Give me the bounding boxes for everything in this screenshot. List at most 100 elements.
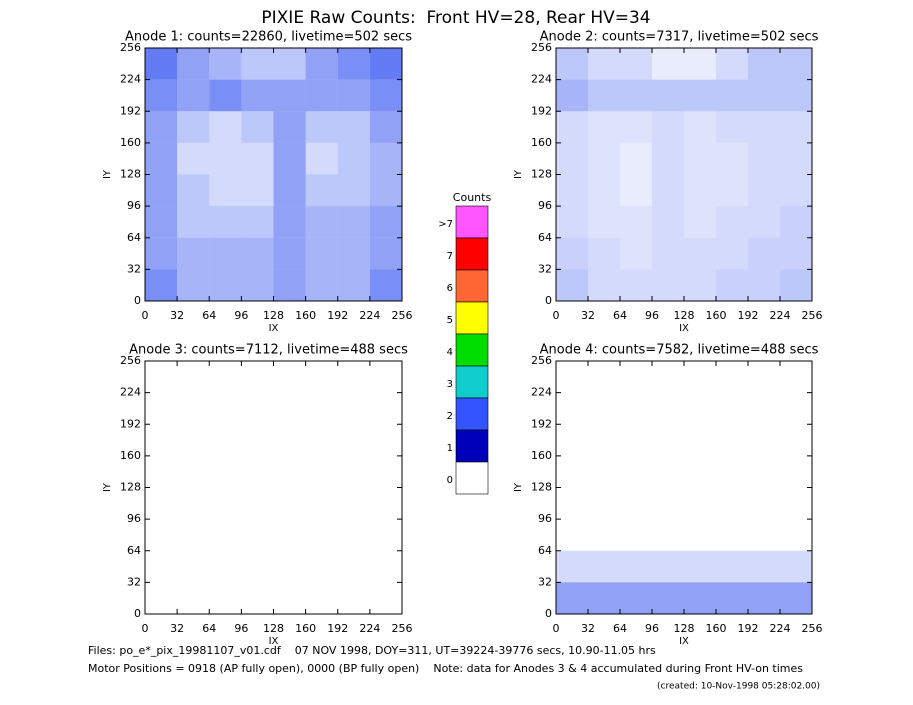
y-tick-label: 96 (127, 199, 141, 212)
density-cell (716, 111, 748, 143)
density-cell (684, 142, 716, 175)
density-cell (209, 488, 241, 520)
density-cell (337, 111, 370, 143)
y-tick-label: 128 (531, 168, 552, 181)
x-tick-label: 192 (327, 309, 348, 322)
density-cell (620, 582, 652, 614)
density-cell (652, 142, 684, 175)
density-cell (684, 174, 716, 207)
density-cell (780, 48, 812, 80)
density-cell (337, 206, 370, 238)
density-cell (177, 48, 210, 80)
x-tick-label: 160 (706, 622, 727, 635)
density-cell (748, 237, 780, 270)
density-cell (556, 269, 588, 301)
density-cell (620, 424, 652, 456)
density-cell (748, 550, 780, 583)
density-cell (556, 237, 588, 270)
density-cell (652, 269, 684, 301)
y-tick-label: 0 (545, 607, 552, 620)
colorbar-swatch (455, 365, 489, 399)
density-cell (369, 48, 402, 80)
x-tick-label: 96 (234, 622, 248, 635)
density-cell (780, 206, 812, 238)
density-cell (684, 519, 716, 551)
density-cell (780, 237, 812, 270)
density-cell (306, 582, 338, 614)
density-cell (241, 393, 273, 425)
colorbar-swatch (455, 429, 489, 463)
density-cell (337, 48, 370, 80)
x-tick-label: 128 (674, 309, 695, 322)
density-cell (556, 582, 588, 614)
x-tick-label: 160 (295, 309, 316, 322)
density-cell (716, 519, 748, 551)
x-tick-label: 224 (770, 622, 791, 635)
density-cell (588, 174, 620, 207)
y-tick-label: 192 (531, 104, 552, 117)
density-cell (556, 424, 588, 456)
density-cell (306, 361, 338, 393)
density-cell (370, 551, 402, 583)
x-axis-label: IX (269, 323, 279, 334)
density-cell (306, 551, 338, 583)
density-cell (716, 393, 748, 425)
x-tick-label: 224 (359, 622, 380, 635)
density-cell (209, 519, 241, 551)
colorbar-title: Counts (453, 191, 492, 204)
density-cell (748, 48, 780, 80)
density-cell (370, 488, 402, 520)
density-cell (241, 237, 274, 270)
density-cell (177, 269, 210, 301)
y-tick-label: 32 (127, 575, 141, 588)
density-cell (716, 550, 748, 583)
density-cell (588, 79, 620, 112)
y-tick-label: 96 (538, 199, 552, 212)
y-axis-label: IY (102, 482, 113, 492)
density-cell (780, 550, 812, 583)
x-tick-label: 256 (392, 622, 413, 635)
density-cell (177, 456, 209, 488)
density-cell (684, 456, 716, 488)
density-cell (748, 456, 780, 488)
x-tick-label: 192 (738, 309, 759, 322)
density-cell (338, 393, 370, 425)
x-tick-label: 0 (142, 309, 149, 322)
density-cell (145, 488, 177, 520)
density-cell (369, 142, 402, 175)
density-cell (780, 361, 812, 393)
density-cell (748, 142, 780, 175)
footer-line: Files: po_e*_pix_19981107_v01.cdf 07 NOV… (88, 644, 656, 657)
density-cell (556, 79, 588, 112)
density-cell (145, 456, 177, 488)
density-cell (556, 142, 588, 175)
density-cell (337, 174, 370, 207)
density-cell (652, 111, 684, 143)
density-cell (652, 488, 684, 520)
density-cell (337, 79, 370, 112)
figure-title: PIXIE Raw Counts: Front HV=28, Rear HV=3… (261, 8, 650, 28)
panel-title: Anode 2: counts=7317, livetime=502 secs (540, 30, 819, 45)
density-cell (620, 79, 652, 112)
density-cell (209, 269, 242, 301)
density-cell (716, 48, 748, 80)
panel-title: Anode 1: counts=22860, livetime=502 secs (125, 30, 412, 45)
density-cell (748, 206, 780, 238)
y-tick-label: 224 (120, 386, 141, 399)
density-cell (588, 519, 620, 551)
footer-line: Motor Positions = 0918 (AP fully open), … (88, 662, 803, 675)
density-cell (209, 48, 242, 80)
y-tick-label: 224 (120, 73, 141, 86)
density-cell (241, 142, 274, 175)
x-axis-label: IX (679, 323, 689, 334)
density-cell (556, 519, 588, 551)
x-tick-label: 32 (581, 309, 595, 322)
y-tick-label: 64 (127, 544, 141, 557)
y-tick-label: 0 (545, 294, 552, 307)
y-tick-label: 256 (531, 41, 552, 54)
density-cell (338, 519, 370, 551)
density-cell (588, 142, 620, 175)
density-cell (556, 48, 588, 80)
density-cell (209, 174, 242, 207)
density-cell (620, 111, 652, 143)
